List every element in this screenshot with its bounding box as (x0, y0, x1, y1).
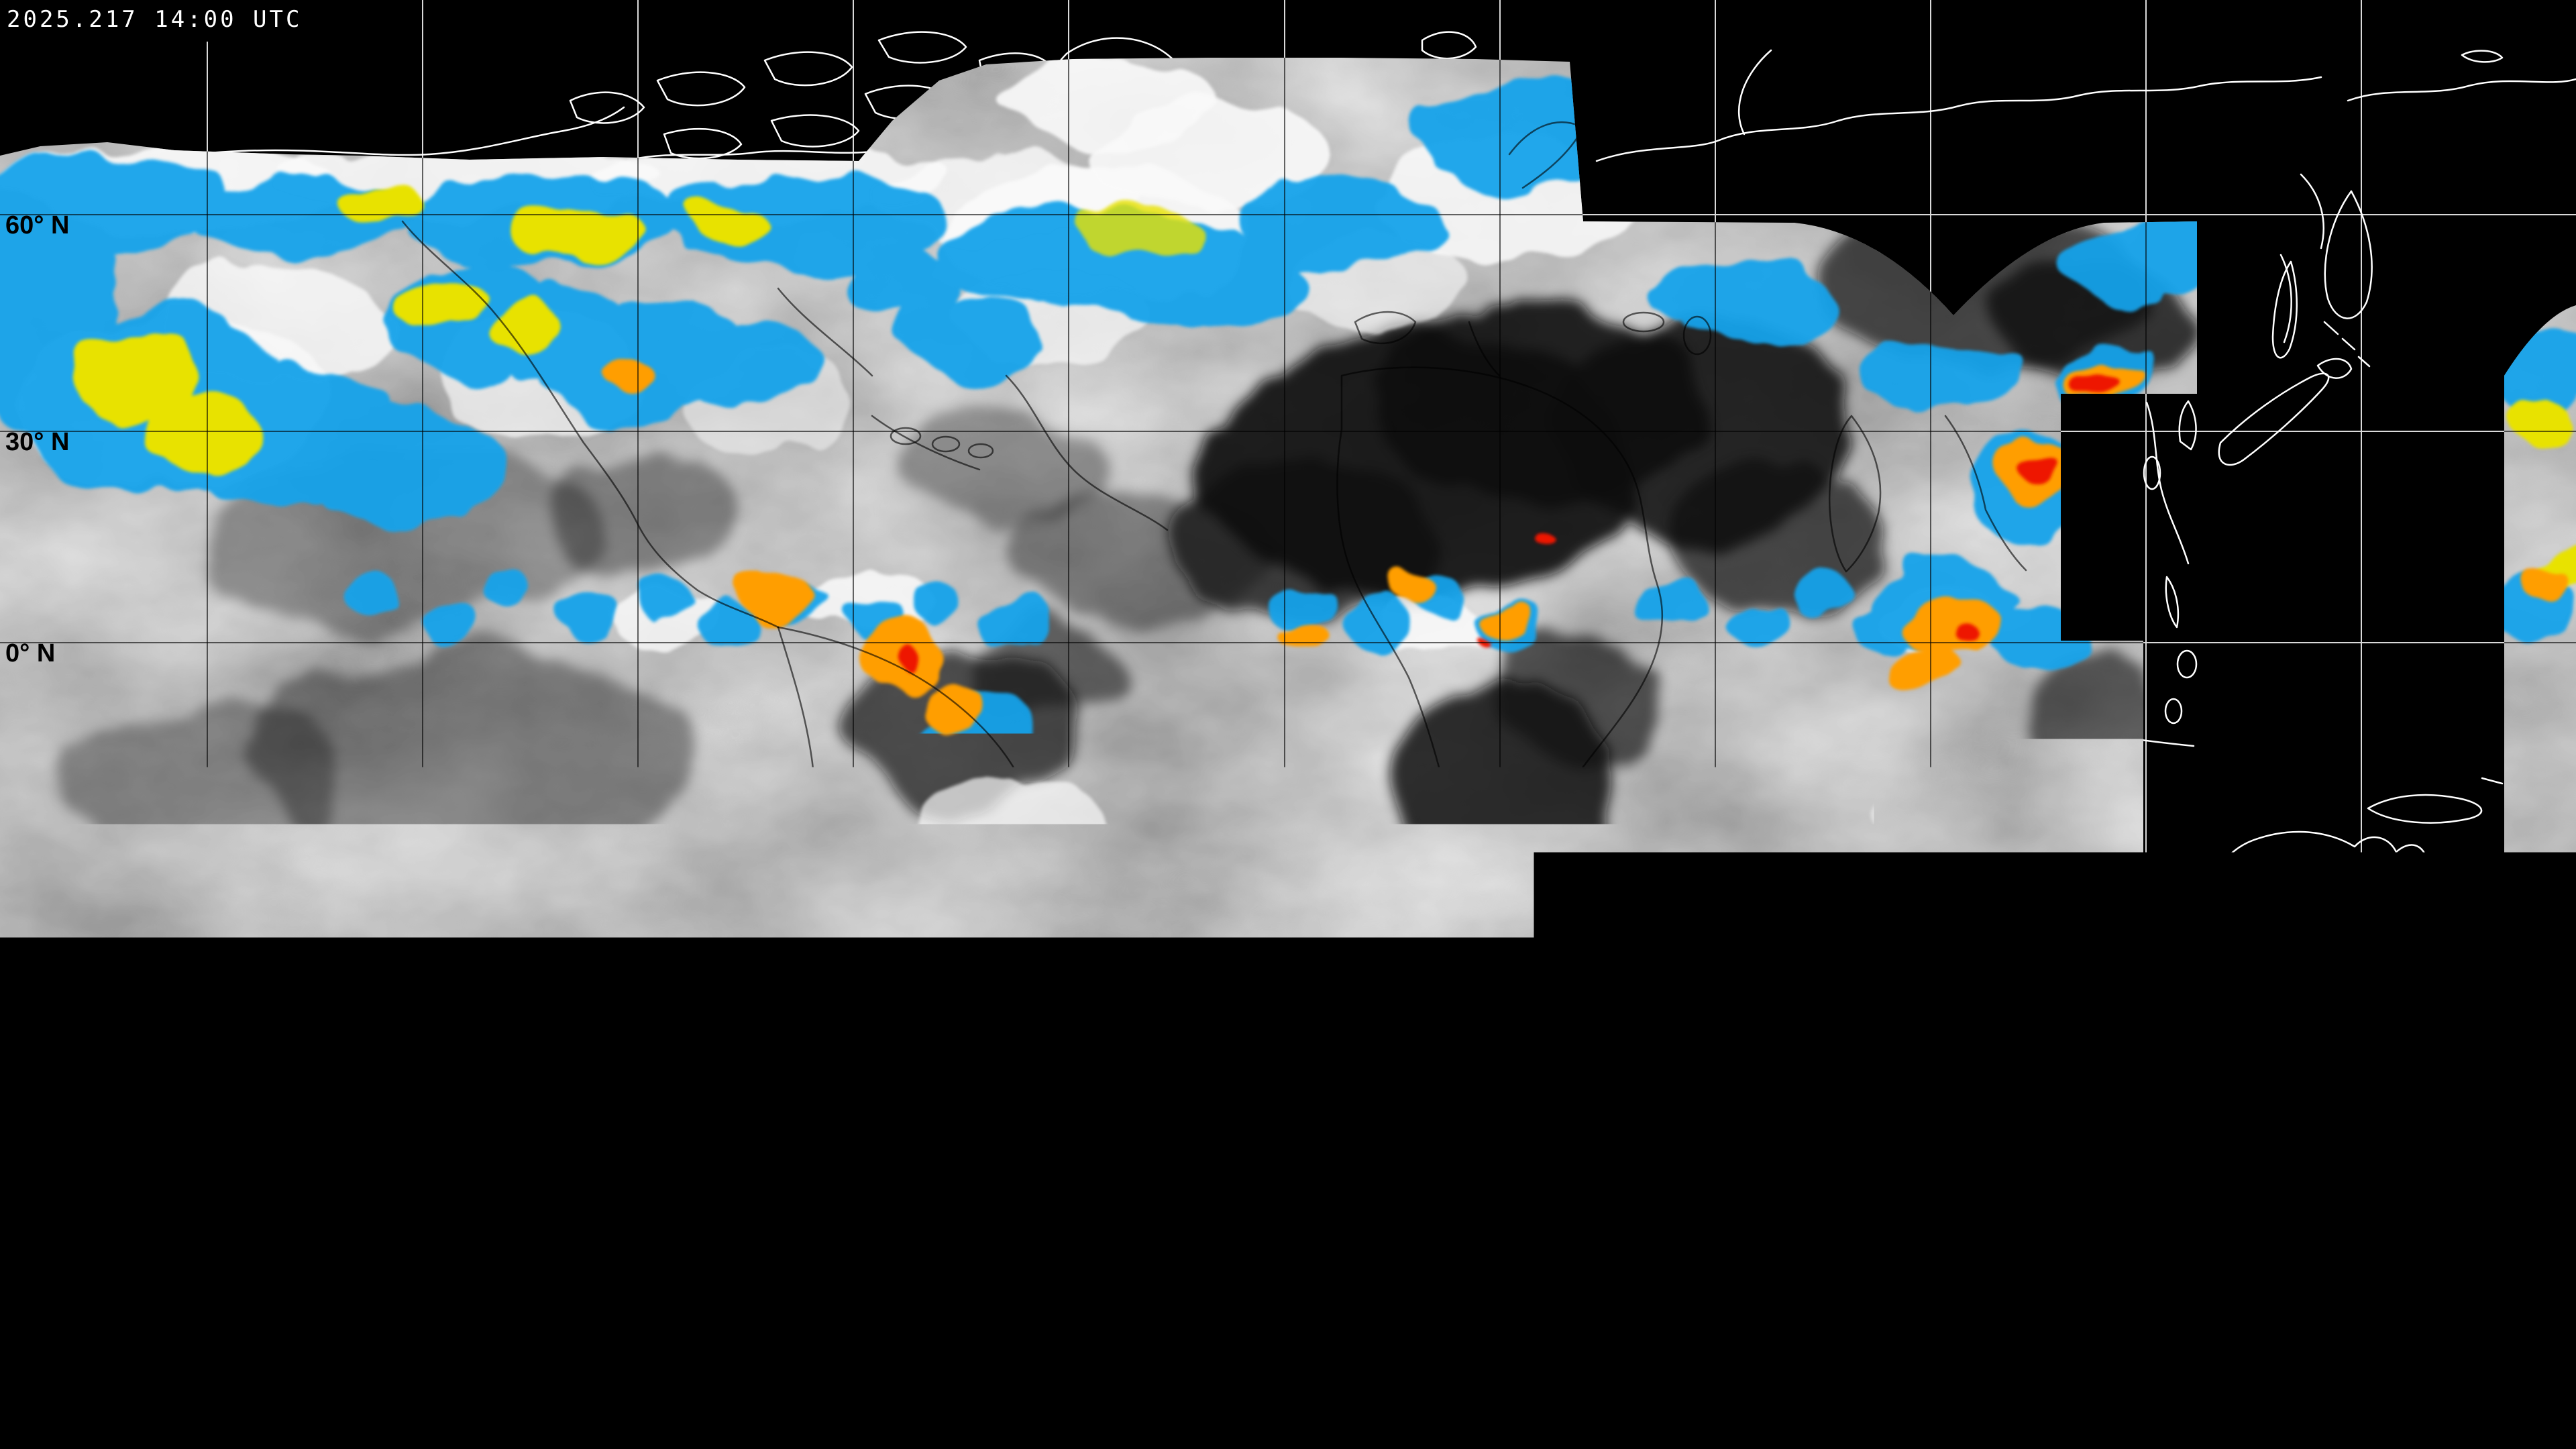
map-canvas: 60° N 30° N 0° N 30° S 60° S 2025.217 14:00 … (0, 0, 2576, 1449)
colorbar-tick-label: 230 (1131, 1350, 1182, 1383)
latitude-label: 60° S (5, 1071, 68, 1099)
colorbar-tick-label: 280 (1570, 1350, 1621, 1383)
latitude-label: 30° N (5, 428, 69, 456)
timestamp: 2025.217 14:00 UTC (7, 6, 302, 33)
colorbar-tick-label: 260 (1395, 1350, 1446, 1383)
colorbar-tick-label: 180 (692, 1350, 743, 1383)
colorbar-tick-label: 190 (780, 1350, 830, 1383)
latitude-label: 30° S (5, 857, 68, 885)
satellite-composite-view: 60° N 30° N 0° N 30° S 60° S 2025.217 14:00 … (0, 0, 2576, 1449)
colorbar-tick-label: 200 (867, 1350, 918, 1383)
colorbar-tick-label: 250 (1307, 1350, 1358, 1383)
colorbar-tick-label: 270 (1483, 1350, 1534, 1383)
colorbar-tick-label: 290 (1658, 1350, 1709, 1383)
colorbar-tick-label: 240 (1219, 1350, 1270, 1383)
latitude-label: 60° N (5, 211, 69, 239)
colorbar-tick-label: 210 (955, 1350, 1006, 1383)
colorbar-tick-label: 220 (1043, 1350, 1094, 1383)
colorbar-caption: Brightness Temperature in 12.0um, Kelvin (922, 1383, 1654, 1415)
colorbar-tick-label: 300 (1746, 1350, 1797, 1383)
latitude-label: 0° N (5, 639, 55, 667)
colorbar-tick-label: 310 (1834, 1350, 1885, 1383)
colorbar (717, 1305, 1860, 1334)
